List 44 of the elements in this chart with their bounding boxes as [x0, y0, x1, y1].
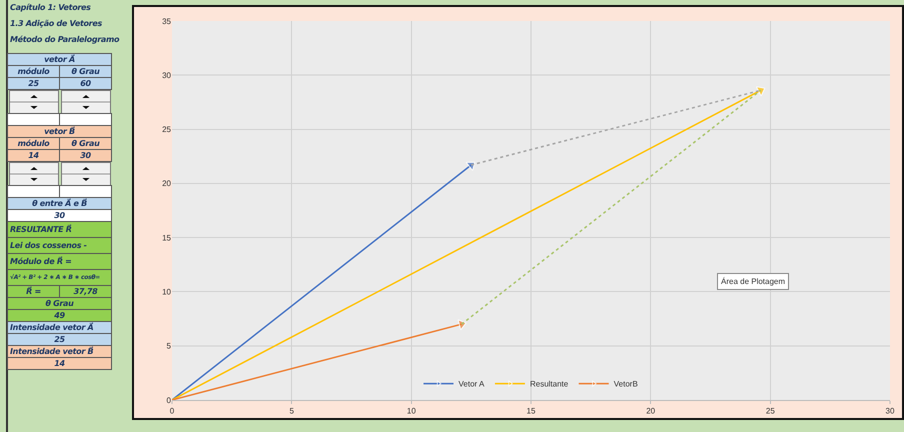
text: Método do Paralelogramo — [9, 34, 120, 46]
text: módulo — [7, 137, 60, 150]
text: θ Grau — [7, 297, 112, 310]
text: 1.3 Adição de Vetores — [9, 18, 103, 30]
text: R⃗ = — [7, 285, 60, 298]
legend-label: Resultante — [530, 380, 569, 389]
y-tick-label: 10 — [162, 288, 172, 297]
x-tick-label: 15 — [526, 406, 536, 416]
text: vetor A⃗ — [7, 53, 112, 66]
text: RESULTANTE R⃗ — [7, 221, 112, 238]
x-tick-label: 5 — [289, 406, 294, 416]
x-tick-label: 20 — [646, 406, 656, 416]
y-tick-label: 15 — [162, 233, 172, 242]
text: θ Grau — [59, 65, 112, 78]
text: 37,78 — [59, 285, 112, 298]
text: θ entre A⃗ e B⃗ — [7, 197, 112, 210]
text: Capítulo 1: Vetores — [9, 2, 92, 14]
text: Módulo de R⃗ = — [7, 253, 112, 270]
text: Intensidade vetor B⃗ — [7, 345, 112, 358]
text: módulo — [7, 65, 60, 78]
x-tick-label: 30 — [886, 406, 895, 416]
y-tick-label: 30 — [162, 70, 172, 80]
text: Lei dos cossenos - — [7, 237, 112, 254]
x-tick-label: 10 — [406, 406, 416, 416]
text: vetor B⃗ — [7, 125, 112, 138]
y-tick-label: 35 — [162, 16, 172, 26]
text: 14 — [7, 357, 112, 370]
text: Intensidade vetor A⃗ — [7, 321, 112, 334]
text: 60 — [59, 77, 112, 90]
text: 25 — [7, 333, 112, 346]
legend-label: VetorB — [614, 380, 638, 389]
text: 30 — [7, 209, 112, 222]
annotation: Área de Plotagem — [721, 277, 786, 286]
text: θ Grau — [59, 137, 112, 150]
text: 14 — [7, 149, 60, 162]
y-tick-label: 25 — [162, 125, 172, 134]
text: 25 — [7, 77, 60, 90]
y-tick-label: 5 — [166, 342, 172, 351]
text: 30 — [59, 149, 112, 162]
y-tick-label: 0 — [166, 396, 172, 405]
x-tick-label: 25 — [766, 406, 776, 416]
y-tick-label: 20 — [162, 179, 172, 188]
text: 49 — [7, 309, 112, 322]
legend-label: Vetor A — [458, 380, 485, 389]
